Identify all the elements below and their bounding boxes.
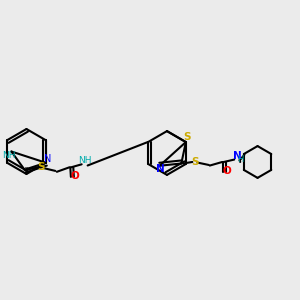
Text: N: N [233,151,242,161]
Text: S: S [191,157,199,167]
Text: O: O [223,166,231,176]
Text: S: S [183,132,190,142]
Text: NH: NH [78,156,92,165]
Text: N: N [44,154,51,164]
Text: C: C [24,167,28,173]
Text: NH: NH [2,152,15,160]
Text: H: H [237,155,243,164]
Text: S: S [37,162,45,172]
Text: N: N [156,164,165,174]
Text: O: O [71,171,80,181]
